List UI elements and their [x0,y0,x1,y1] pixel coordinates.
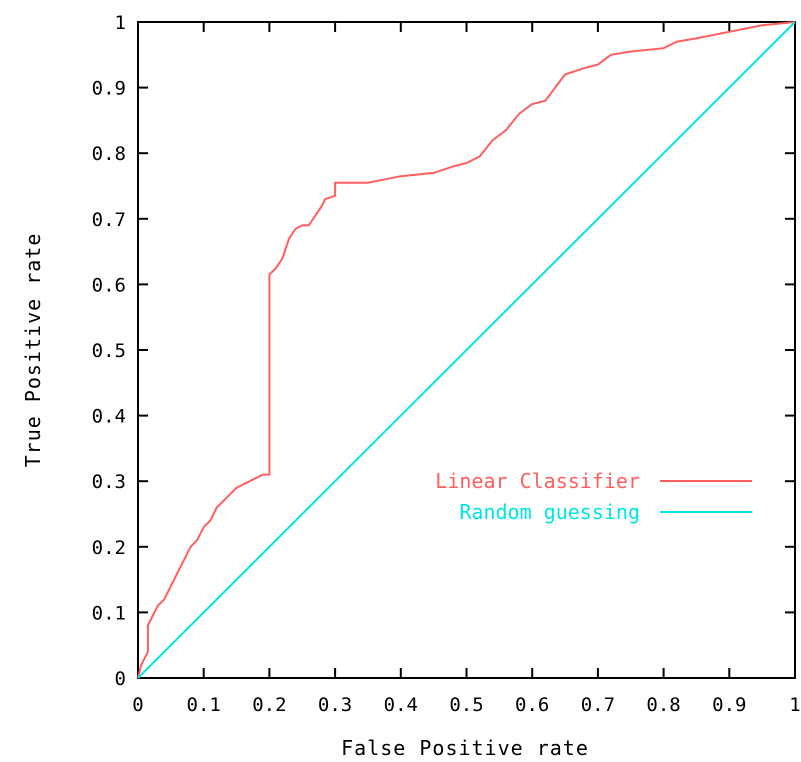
axes: 0 0.1 0.2 0.3 0.4 0.5 0.6 0.7 0.8 0.9 1 0 0.1 0.2 0.3 0… [92,12,801,716]
y-tick-label: 0.5 [92,340,126,362]
series-layer [138,22,795,678]
y-tick-label: 0.7 [92,209,126,231]
x-tick-label: 0 [132,694,143,716]
x-tick-label: 0.7 [581,694,615,716]
x-tick-label: 0.6 [515,694,549,716]
x-tick-label: 0.3 [318,694,352,716]
y-axis-title: True Positive rate [21,233,45,468]
x-tick-label: 0.5 [449,694,483,716]
y-tick-label: 0.6 [92,274,126,296]
y-tick-label: 0.3 [92,471,126,493]
random-guessing-line [138,22,795,678]
y-tick-label: 0.4 [92,406,126,428]
x-tick-label: 0.4 [384,694,418,716]
legend-label-1: Linear Classifier [435,469,640,493]
y-tick-label: 0.9 [92,78,126,100]
x-tick-label: 0.1 [187,694,221,716]
x-tick-label: 0.2 [252,694,286,716]
y-tick-label: 0.8 [92,143,126,165]
legend: Linear Classifier Random guessing [435,469,752,524]
y-tick-label: 1 [115,12,126,34]
x-tick-label: 1 [789,694,800,716]
y-tick-label: 0.2 [92,537,126,559]
y-tick-label: 0.1 [92,602,126,624]
y-tick-label: 0 [115,668,126,690]
x-axis-title: False Positive rate [341,736,589,760]
x-tick-label: 0.8 [646,694,680,716]
legend-label-2: Random guessing [459,500,640,524]
x-tick-label: 0.9 [712,694,746,716]
